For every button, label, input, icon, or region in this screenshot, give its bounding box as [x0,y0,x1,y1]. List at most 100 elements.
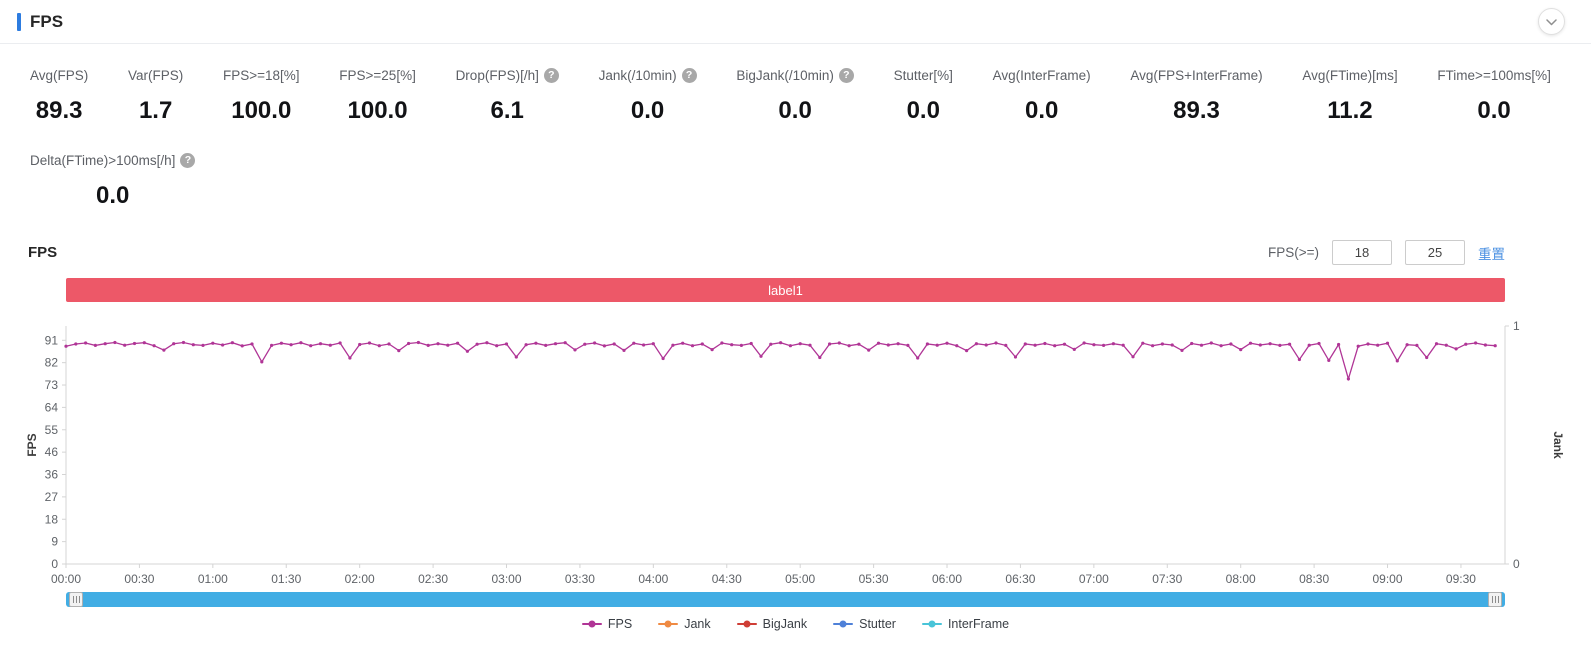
metric-label: FPS>=18[%] [223,68,300,83]
legend-item-fps[interactable]: FPS [581,617,633,631]
svg-text:27: 27 [45,490,59,504]
metric-var-fps: Var(FPS) 1.7 [128,68,183,125]
chart-band: label1 [66,278,1505,302]
chart-band-label: label1 [768,282,803,298]
svg-text:03:30: 03:30 [565,572,595,586]
metric-drop-fps-h: Drop(FPS)[/h]? 6.1 [456,68,559,125]
chart-legend: FPS Jank BigJank Stutter InterFrame [0,617,1591,631]
fps-threshold-input-1[interactable] [1332,240,1392,265]
metric-delta-ftime-100ms-h: Delta(FTime)>100ms[/h]? 0.0 [30,153,196,210]
metric-ftime-100ms: FTime>=100ms[%] 0.0 [1437,68,1551,125]
legend-item-interframe[interactable]: InterFrame [921,617,1010,631]
panel-header: FPS [0,0,1591,44]
svg-text:0: 0 [1513,557,1520,571]
legend-item-stutter[interactable]: Stutter [833,617,896,631]
svg-text:64: 64 [45,400,59,414]
svg-text:05:30: 05:30 [859,572,889,586]
metric-label: FTime>=100ms[%] [1437,68,1551,83]
chart-header: FPS FPS(>=) 重置 [0,240,1591,265]
metric-label: Var(FPS) [128,68,184,83]
metric-value: 11.2 [1327,97,1373,124]
svg-text:91: 91 [45,333,59,347]
help-icon[interactable]: ? [543,68,559,83]
metric-label: Avg(InterFrame) [992,68,1091,83]
chart-scrollbar[interactable] [66,592,1505,607]
metric-label: Drop(FPS)[/h]? [456,68,559,83]
legend-label: BigJank [762,617,808,631]
legend-marker-icon [833,620,854,628]
metrics-row-2: Delta(FTime)>100ms[/h]? 0.0 [0,125,1591,210]
metric-value: 89.3 [35,97,83,124]
metrics-row: Avg(FPS) 89.3 Var(FPS) 1.7 FPS>=18[%] 100.0 FP… [0,44,1591,125]
metric-label: Avg(FPS+InterFrame) [1130,68,1263,83]
legend-item-jank[interactable]: Jank [658,617,711,631]
legend-marker-icon [736,620,757,628]
svg-text:09:00: 09:00 [1373,572,1403,586]
metric-value: 0.0 [630,97,665,124]
svg-text:02:00: 02:00 [345,572,375,586]
metric-label: FPS>=25[%] [339,68,416,83]
metric-avg-fps: Avg(FPS) 89.3 [30,68,88,125]
metric-value: 0.0 [778,97,812,124]
scrollbar-right-handle[interactable] [1488,592,1502,607]
legend-marker-icon [921,620,942,628]
metric-avg-interframe: Avg(InterFrame) 0.0 [993,68,1091,125]
legend-marker-icon [581,620,602,628]
help-icon[interactable]: ? [838,68,854,83]
fps-line-chart[interactable]: 0 9 18 27 36 46 55 64 73 82 91 0 1 00:00 00:30 01:00 01:… [0,316,1591,588]
metric-stutter: Stutter[%] 0.0 [894,68,953,125]
svg-text:36: 36 [45,468,59,482]
chart-title: FPS [28,244,58,261]
metric-value: 0.0 [96,182,130,209]
legend-label: InterFrame [947,617,1010,631]
metric-label: Avg(FPS) [30,68,89,83]
metric-label: Avg(FTime)[ms] [1302,68,1398,83]
metric-bigjank-10min: BigJank(/10min)? 0.0 [736,68,854,125]
svg-text:FPS: FPS [25,433,39,456]
svg-text:06:30: 06:30 [1005,572,1035,586]
svg-text:18: 18 [45,512,59,526]
svg-text:02:30: 02:30 [418,572,448,586]
metric-avg-fps-interframe: Avg(FPS+InterFrame) 89.3 [1130,68,1262,125]
reset-link[interactable]: 重置 [1478,246,1505,262]
metric-fps-25: FPS>=25[%] 100.0 [339,68,416,125]
chart-canvas[interactable]: 0 9 18 27 36 46 55 64 73 82 91 0 1 00:00 00:30 01:00 01:… [24,316,1564,588]
scrollbar-left-handle[interactable] [69,592,83,607]
svg-text:73: 73 [45,378,59,392]
metric-value: 100.0 [347,97,408,124]
help-icon[interactable]: ? [180,153,196,168]
svg-text:01:30: 01:30 [271,572,301,586]
svg-text:04:30: 04:30 [712,572,742,586]
fps-threshold-input-2[interactable] [1405,240,1465,265]
metric-value: 100.0 [231,97,292,124]
legend-label: Stutter [859,617,896,631]
legend-item-bigjank[interactable]: BigJank [736,617,808,631]
metric-value: 0.0 [1024,97,1059,124]
svg-text:09:30: 09:30 [1446,572,1476,586]
metric-avg-ftime-ms: Avg(FTime)[ms] 11.2 [1302,68,1397,125]
svg-text:08:00: 08:00 [1226,572,1256,586]
metric-label: BigJank(/10min)? [736,68,854,83]
svg-text:01:00: 01:00 [198,572,228,586]
metric-value: 1.7 [138,97,173,124]
svg-text:07:30: 07:30 [1152,572,1182,586]
fps-threshold-label: FPS(>=) [1267,245,1319,260]
metric-label: Jank(/10min)? [599,68,697,83]
chevron-down-icon [1546,14,1557,29]
svg-text:00:00: 00:00 [51,572,81,586]
metric-fps-18: FPS>=18[%] 100.0 [223,68,300,125]
help-icon[interactable]: ? [681,68,697,83]
metric-value: 6.1 [490,97,524,124]
svg-text:Jank: Jank [1551,431,1564,459]
legend-label: FPS [607,617,633,631]
metric-value: 89.3 [1173,97,1220,124]
metric-jank-10min: Jank(/10min)? 0.0 [599,68,697,125]
legend-label: Jank [684,617,711,631]
title-accent-bar [17,12,21,31]
panel-title: FPS [30,11,64,31]
svg-text:07:00: 07:00 [1079,572,1109,586]
collapse-button[interactable] [1538,8,1565,35]
svg-text:05:00: 05:00 [785,572,815,586]
svg-text:04:00: 04:00 [638,572,668,586]
